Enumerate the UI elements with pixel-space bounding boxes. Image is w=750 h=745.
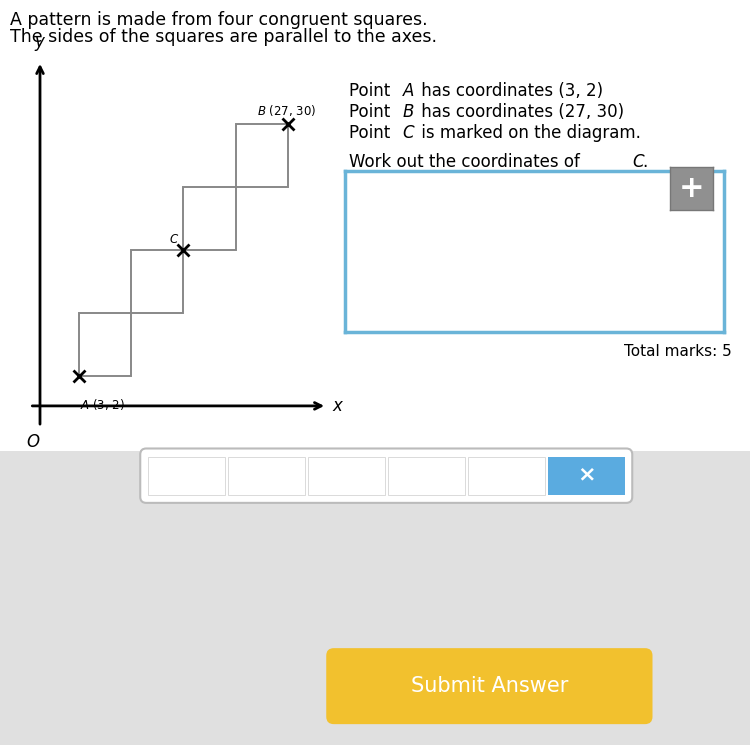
Text: B: B xyxy=(403,103,414,121)
Text: has coordinates (3, 2): has coordinates (3, 2) xyxy=(416,82,603,100)
Text: $x$: $x$ xyxy=(332,397,345,415)
Text: has coordinates (27, 30): has coordinates (27, 30) xyxy=(416,103,624,121)
Text: ×: × xyxy=(577,464,596,484)
Text: +: + xyxy=(679,174,704,203)
Text: Point: Point xyxy=(349,124,395,142)
Text: C: C xyxy=(403,124,414,142)
Text: Work out the coordinates of: Work out the coordinates of xyxy=(349,153,585,171)
Text: A pattern is made from four congruent squares.: A pattern is made from four congruent sq… xyxy=(10,11,427,29)
Text: Submit Answer: Submit Answer xyxy=(411,676,568,696)
Text: Point: Point xyxy=(349,103,395,121)
Text: $C$: $C$ xyxy=(170,233,179,246)
Text: Point: Point xyxy=(349,82,395,100)
Text: The sides of the squares are parallel to the axes.: The sides of the squares are parallel to… xyxy=(10,28,436,46)
Text: .: . xyxy=(643,153,648,171)
Text: $A$ (3, 2): $A$ (3, 2) xyxy=(80,398,125,413)
Text: is marked on the diagram.: is marked on the diagram. xyxy=(416,124,640,142)
Text: ↺: ↺ xyxy=(495,462,517,489)
Polygon shape xyxy=(154,466,213,485)
Text: C: C xyxy=(632,153,644,171)
Text: A: A xyxy=(403,82,414,100)
Text: $O$: $O$ xyxy=(26,434,40,451)
Text: $y$: $y$ xyxy=(34,34,46,53)
Text: Total marks: 5: Total marks: 5 xyxy=(623,344,731,359)
Text: $B$ (27, 30): $B$ (27, 30) xyxy=(257,103,316,118)
Polygon shape xyxy=(395,464,445,484)
